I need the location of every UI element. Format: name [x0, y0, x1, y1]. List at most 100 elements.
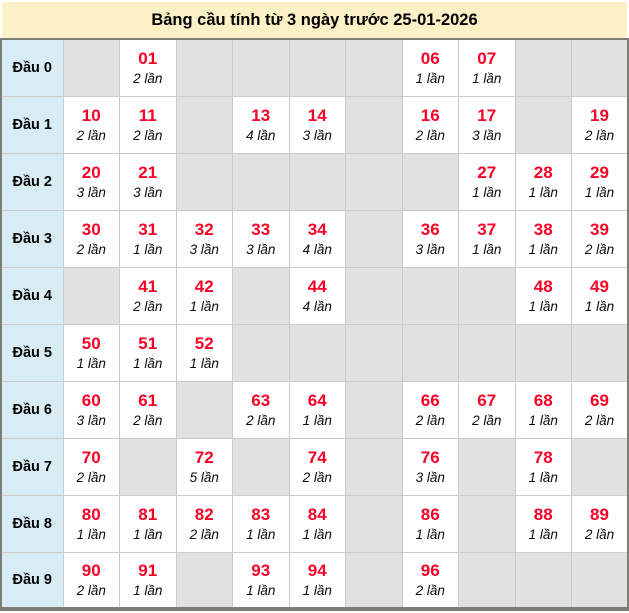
number-cell: 01 2 lần [119, 38, 177, 97]
number-count: 2 lần [76, 583, 106, 599]
number-value: 16 [420, 105, 440, 125]
number-count: 1 lần [302, 526, 332, 542]
empty-cell [571, 437, 629, 496]
table-row: Đầu 1 10 2 lần 11 2 lần 13 4 lần 14 3 lần 16 2 lần… [0, 95, 629, 154]
empty-cell [175, 95, 233, 154]
number-cell: 31 1 lần [119, 209, 177, 268]
table-row: Đầu 0 01 2 lần 06 1 lần 07 1 lần [0, 38, 629, 97]
number-count: 4 lần [302, 241, 332, 257]
number-count: 3 lần [302, 127, 332, 143]
row-header: Đầu 1 [0, 95, 64, 154]
number-cell: 07 1 lần [458, 38, 516, 97]
empty-cell [288, 323, 346, 382]
number-cell: 33 3 lần [232, 209, 290, 268]
number-value: 69 [590, 390, 609, 410]
table-row: Đầu 7 70 2 lần 72 5 lần 74 2 lần 76 3 lần 78 1 lần [0, 437, 629, 496]
number-cell: 42 1 lần [175, 266, 233, 325]
number-count: 1 lần [415, 71, 445, 87]
empty-cell [345, 437, 403, 496]
number-value: 37 [477, 219, 497, 239]
empty-cell [175, 380, 233, 439]
empty-cell [514, 38, 572, 97]
number-value: 88 [533, 504, 553, 524]
row-header: Đầu 3 [0, 209, 64, 268]
empty-cell [458, 551, 516, 610]
number-count: 1 lần [133, 241, 163, 257]
number-value: 38 [533, 219, 553, 239]
row-header: Đầu 6 [0, 380, 64, 439]
number-count: 5 lần [189, 469, 219, 485]
number-cell: 48 1 lần [514, 266, 572, 325]
empty-cell [232, 437, 290, 496]
number-value: 51 [138, 333, 158, 353]
number-count: 2 lần [76, 469, 106, 485]
number-cell: 37 1 lần [458, 209, 516, 268]
empty-cell [232, 38, 290, 97]
number-cell: 41 2 lần [119, 266, 177, 325]
number-count: 1 lần [528, 412, 558, 428]
row-header: Đầu 9 [0, 551, 64, 610]
number-count: 1 lần [584, 298, 615, 314]
number-count: 1 lần [246, 526, 276, 542]
empty-cell [62, 266, 120, 325]
empty-cell [232, 266, 290, 325]
number-count: 1 lần [528, 526, 558, 542]
number-value: 63 [251, 390, 271, 410]
number-value: 94 [307, 560, 327, 580]
number-count: 2 lần [584, 526, 615, 542]
number-cell: 81 1 lần [119, 494, 177, 553]
number-count: 1 lần [76, 355, 106, 371]
number-cell: 20 3 lần [62, 152, 120, 211]
empty-cell [571, 323, 629, 382]
number-cell: 94 1 lần [288, 551, 346, 610]
number-count: 2 lần [472, 412, 502, 428]
empty-cell [458, 437, 516, 496]
number-value: 68 [533, 390, 553, 410]
number-cell: 06 1 lần [401, 38, 459, 97]
number-cell: 32 3 lần [175, 209, 233, 268]
empty-cell [288, 38, 346, 97]
number-cell: 27 1 lần [458, 152, 516, 211]
empty-cell [401, 323, 459, 382]
number-value: 76 [420, 447, 440, 467]
number-count: 1 lần [133, 526, 163, 542]
table-row: Đầu 3 30 2 lần 31 1 lần 32 3 lần 33 3 lần 34 4 lần… [0, 209, 629, 268]
empty-cell [345, 95, 403, 154]
empty-cell [345, 380, 403, 439]
number-count: 1 lần [189, 298, 219, 314]
bridge-stats-table: Đầu 0 01 2 lần 06 1 lần 07 1 lần Đầu 1 10 2 lần 11… [0, 38, 629, 611]
number-cell: 96 2 lần [401, 551, 459, 610]
number-value: 30 [81, 219, 101, 239]
empty-cell [458, 323, 516, 382]
empty-cell [175, 551, 233, 610]
number-cell: 49 1 lần [571, 266, 629, 325]
number-count: 4 lần [302, 298, 332, 314]
number-count: 3 lần [76, 184, 106, 200]
number-value: 60 [81, 390, 101, 410]
number-count: 2 lần [415, 127, 445, 143]
number-cell: 16 2 lần [401, 95, 459, 154]
number-value: 41 [138, 276, 158, 296]
number-value: 86 [420, 504, 440, 524]
number-cell: 83 1 lần [232, 494, 290, 553]
empty-cell [458, 266, 516, 325]
number-value: 42 [194, 276, 214, 296]
number-cell: 29 1 lần [571, 152, 629, 211]
row-header: Đầu 0 [0, 38, 64, 97]
number-value: 36 [420, 219, 440, 239]
number-count: 1 lần [76, 526, 106, 542]
number-cell: 63 2 lần [232, 380, 290, 439]
number-cell: 38 1 lần [514, 209, 572, 268]
number-value: 10 [81, 105, 101, 125]
number-cell: 91 1 lần [119, 551, 177, 610]
number-cell: 51 1 lần [119, 323, 177, 382]
number-value: 33 [251, 219, 271, 239]
number-count: 1 lần [472, 241, 502, 257]
number-cell: 88 1 lần [514, 494, 572, 553]
number-cell: 70 2 lần [62, 437, 120, 496]
empty-cell [458, 494, 516, 553]
table-row: Đầu 2 20 3 lần 21 3 lần 27 1 lần 28 1 lần 29 1 lần [0, 152, 629, 211]
number-cell: 68 1 lần [514, 380, 572, 439]
number-cell: 13 4 lần [232, 95, 290, 154]
number-count: 1 lần [302, 412, 332, 428]
